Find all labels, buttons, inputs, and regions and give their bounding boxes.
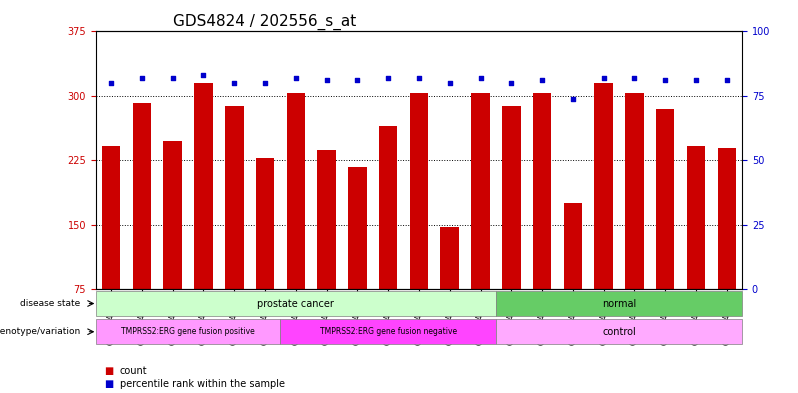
Point [413, 75, 425, 81]
Point [290, 75, 302, 81]
Bar [164, 141, 182, 354]
Bar [286, 94, 305, 354]
FancyBboxPatch shape [96, 319, 280, 344]
Point [659, 77, 672, 84]
Text: disease state: disease state [20, 299, 81, 308]
FancyBboxPatch shape [496, 291, 742, 316]
Point [228, 80, 241, 86]
Point [381, 75, 394, 81]
Text: percentile rank within the sample: percentile rank within the sample [120, 379, 285, 389]
Bar [194, 83, 213, 354]
Bar [318, 150, 336, 354]
Point [567, 95, 579, 102]
FancyBboxPatch shape [496, 319, 742, 344]
Bar [595, 83, 613, 354]
Point [444, 80, 456, 86]
Bar [687, 146, 705, 354]
Bar [440, 227, 459, 354]
Bar [409, 94, 429, 354]
Point [197, 72, 210, 79]
Point [351, 77, 364, 84]
Text: ■: ■ [104, 366, 113, 376]
Text: prostate cancer: prostate cancer [258, 299, 334, 309]
Text: genotype/variation: genotype/variation [0, 327, 81, 336]
Text: GDS4824 / 202556_s_at: GDS4824 / 202556_s_at [173, 14, 357, 30]
Text: control: control [602, 327, 636, 337]
Bar [348, 167, 366, 354]
Point [166, 75, 179, 81]
Point [535, 77, 548, 84]
Point [689, 77, 702, 84]
Text: TMPRSS2:ERG gene fusion positive: TMPRSS2:ERG gene fusion positive [121, 327, 255, 336]
Bar [656, 109, 674, 354]
Text: count: count [120, 366, 148, 376]
Text: ■: ■ [104, 379, 113, 389]
Bar [717, 147, 736, 354]
Point [597, 75, 610, 81]
Bar [625, 94, 644, 354]
Bar [472, 94, 490, 354]
Point [505, 80, 518, 86]
Text: normal: normal [602, 299, 636, 309]
FancyBboxPatch shape [280, 319, 496, 344]
Point [320, 77, 333, 84]
Bar [225, 106, 243, 354]
Bar [102, 146, 120, 354]
Point [474, 75, 487, 81]
Text: TMPRSS2:ERG gene fusion negative: TMPRSS2:ERG gene fusion negative [320, 327, 456, 336]
Point [628, 75, 641, 81]
Bar [132, 103, 151, 354]
Point [105, 80, 117, 86]
FancyBboxPatch shape [96, 291, 496, 316]
Bar [502, 106, 520, 354]
Bar [256, 158, 275, 354]
Point [136, 75, 148, 81]
Point [721, 77, 733, 84]
Point [259, 80, 271, 86]
Bar [563, 204, 582, 354]
Bar [533, 94, 551, 354]
Bar [379, 126, 397, 354]
